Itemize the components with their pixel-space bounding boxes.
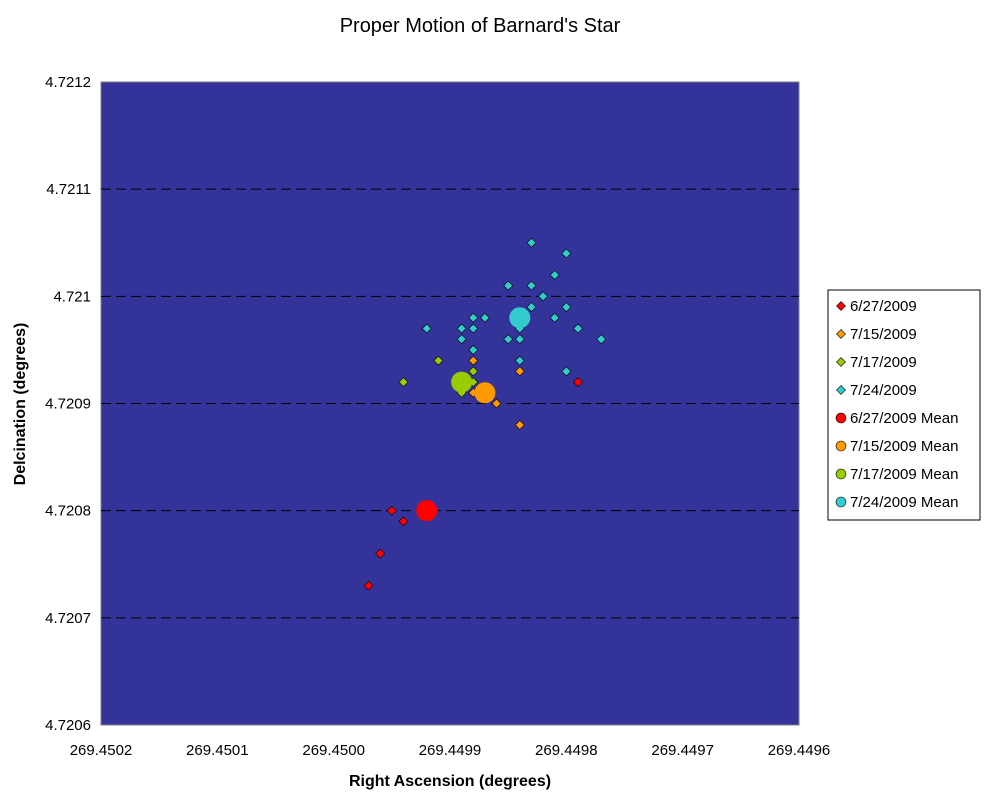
- legend-item: 7/24/2009: [836, 382, 917, 399]
- legend-label: 7/15/2009 Mean: [850, 438, 958, 455]
- x-tick-label: 269.4497: [651, 742, 714, 759]
- legend-marker: [836, 301, 846, 311]
- data-point: [503, 334, 514, 345]
- legend-item: 7/15/2009 Mean: [835, 438, 958, 455]
- legend-label: 6/27/2009 Mean: [850, 410, 958, 427]
- y-tick-label: 4.7206: [45, 717, 91, 734]
- data-point: [526, 280, 537, 291]
- data-point: [433, 355, 444, 366]
- data-point: [561, 248, 572, 259]
- grid-lines: [101, 188, 799, 619]
- data-point: [479, 312, 490, 323]
- legend-label: 7/17/2009: [850, 354, 917, 371]
- y-tick-label: 4.7211: [46, 181, 91, 198]
- legend: 6/27/2009 7/15/2009 7/17/2009 7/24/2009 6/27…: [827, 289, 981, 521]
- data-point: [526, 237, 537, 248]
- legend-label: 7/24/2009 Mean: [850, 494, 958, 511]
- legend-marker: [835, 412, 847, 424]
- data-point: [398, 377, 409, 387]
- y-tick-label: 4.7209: [45, 396, 91, 413]
- legend-label: 7/24/2009: [850, 382, 917, 399]
- legend-label: 6/27/2009: [850, 298, 917, 315]
- data-point: [363, 580, 374, 591]
- legend-marker: [835, 468, 847, 480]
- x-axis-label: Right Ascension (degrees): [349, 773, 551, 790]
- data-point: [421, 323, 432, 334]
- data-point: [561, 302, 572, 312]
- y-tick-label: 4.7208: [45, 503, 91, 520]
- x-tick-label: 269.4500: [302, 742, 365, 759]
- data-point: [503, 280, 514, 291]
- legend-item: 6/27/2009: [836, 298, 917, 315]
- data-point: [468, 323, 479, 334]
- legend-item: 7/17/2009 Mean: [835, 466, 958, 483]
- legend-item: 7/15/2009: [836, 326, 917, 343]
- data-point: [514, 334, 525, 345]
- x-tick-labels: 269.4502 269.4501 269.4500 269.4499 269.4498…: [70, 742, 831, 759]
- x-tick-label: 269.4496: [768, 742, 831, 759]
- legend-marker: [836, 329, 846, 339]
- mean-point: [474, 382, 496, 404]
- data-point: [514, 420, 525, 430]
- data-point: [491, 398, 502, 409]
- data-point: [456, 323, 467, 334]
- x-tick-label: 269.4499: [419, 742, 482, 759]
- legend-item: 7/17/2009: [836, 354, 917, 371]
- mean-point: [416, 500, 438, 522]
- y-tick-labels: 4.7206 4.7207 4.7208 4.7209 4.721 4.7211 4.721…: [45, 74, 91, 734]
- legend-marker: [835, 440, 847, 452]
- data-point: [375, 548, 386, 559]
- data-point: [526, 302, 537, 312]
- mean-point: [451, 371, 473, 393]
- legend-item: 6/27/2009 Mean: [835, 410, 958, 427]
- chart-title: Proper Motion of Barnard's Star: [340, 15, 621, 37]
- x-tick-label: 269.4498: [535, 742, 598, 759]
- legend-box: [827, 289, 981, 521]
- data-point: [386, 505, 397, 516]
- legend-label: 7/15/2009: [850, 326, 917, 343]
- legend-item: 7/24/2009 Mean: [835, 494, 958, 511]
- x-tick-label: 269.4502: [70, 742, 133, 759]
- data-point: [468, 344, 479, 355]
- data-point: [514, 366, 525, 377]
- legend-marker: [836, 357, 846, 367]
- mean-point: [509, 307, 531, 329]
- y-tick-label: 4.7207: [45, 610, 91, 627]
- data-point: [456, 334, 467, 345]
- data-points: [363, 237, 607, 591]
- data-point: [468, 355, 479, 366]
- data-point: [468, 366, 479, 377]
- data-point: [573, 323, 583, 334]
- x-tick-label: 269.4501: [186, 742, 249, 759]
- legend-label: 7/17/2009 Mean: [850, 466, 958, 483]
- data-point: [549, 269, 560, 280]
- legend-marker: [835, 496, 847, 508]
- data-point: [398, 516, 409, 527]
- y-tick-label: 4.721: [53, 288, 91, 305]
- data-point: [549, 312, 560, 323]
- legend-marker: [836, 385, 846, 395]
- data-point: [514, 355, 525, 366]
- data-point: [538, 291, 548, 302]
- data-point: [596, 334, 607, 345]
- y-tick-label: 4.7212: [45, 74, 91, 91]
- data-point: [573, 377, 583, 387]
- y-axis-label: Delcination (degrees): [12, 323, 29, 486]
- data-point: [468, 312, 479, 323]
- data-point: [561, 366, 572, 377]
